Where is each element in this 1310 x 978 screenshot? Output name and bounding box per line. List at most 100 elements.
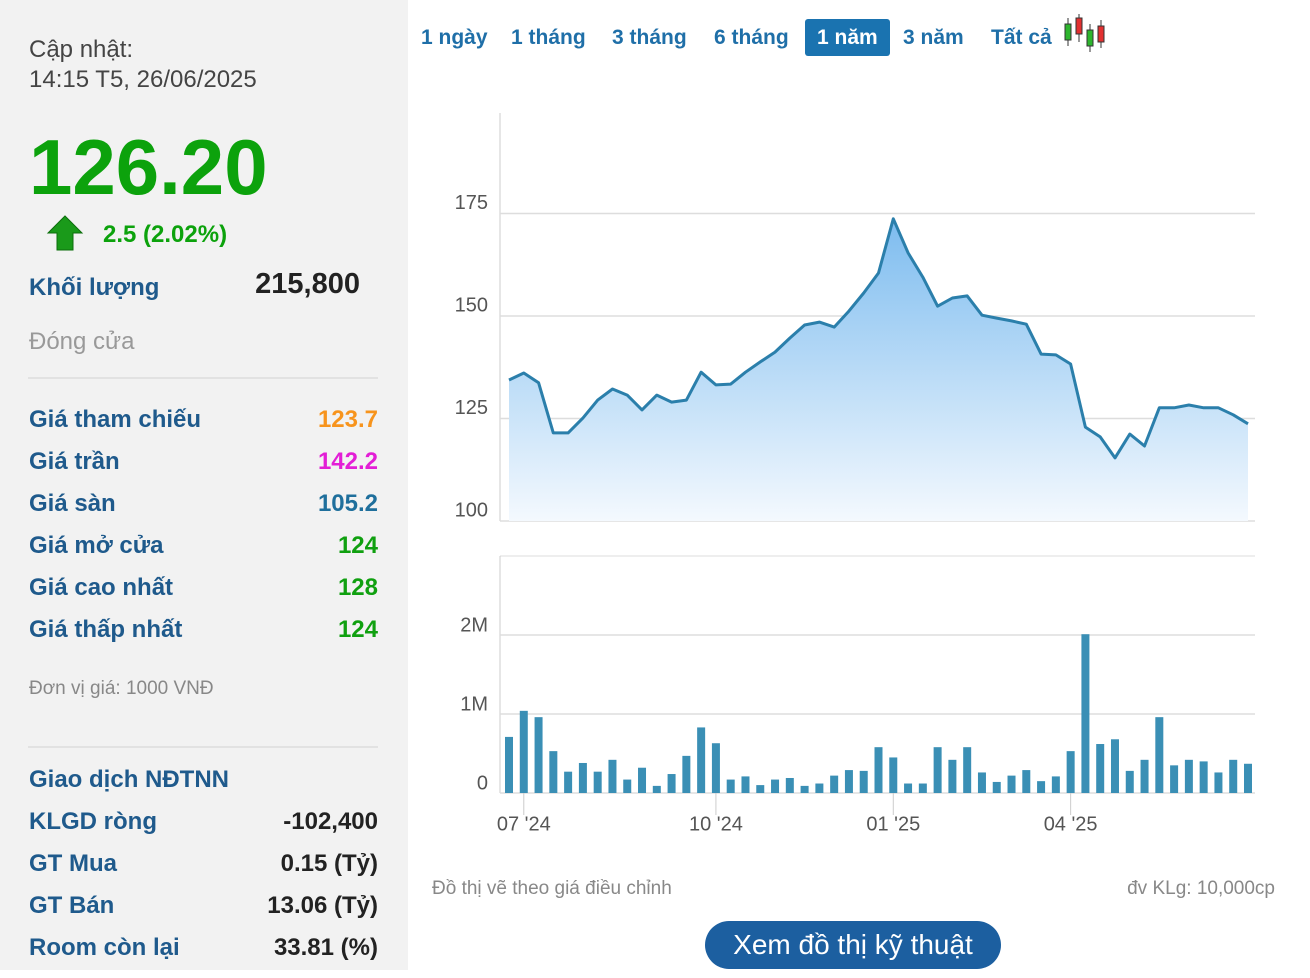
volume-bar [889,757,898,793]
volume-label: Khối lượng [29,274,160,301]
foreign-title: Giao dịch NĐTNN [29,766,230,793]
range-tab[interactable]: 6 tháng [714,26,789,49]
volume-bar [1214,772,1223,793]
update-time: 14:15 T5, 26/06/2025 [29,66,257,93]
volume-bar [578,762,587,793]
volume-bar [977,772,986,793]
volume-bar [1125,770,1134,793]
foreign-label: GT Mua [29,850,117,877]
volume-bar [874,747,883,793]
volume-bar [1244,763,1252,793]
y-tick-label: 150 [455,294,488,316]
y-tick-label: 125 [455,397,488,419]
volume-bar [785,777,794,793]
volume-bar [741,776,750,793]
foreign-value: 33.81 (%) [273,934,378,961]
volume-bar [1051,776,1060,793]
volume-bar [608,759,617,793]
unit-note: Đơn vị giá: 1000 VNĐ [29,678,214,699]
volume-bar [1066,751,1075,793]
status: Đóng cửa [29,328,135,355]
range-tab[interactable]: 1 tháng [511,26,586,49]
volume-bar [800,785,809,793]
volume-bar [756,785,765,793]
x-tick-label: 04 '25 [1044,813,1098,835]
volume-bar [697,727,706,793]
range-tab[interactable]: 1 ngày [421,26,488,49]
update-label: Cập nhật: [29,36,134,63]
volume-bar [948,759,957,793]
volume-bar [904,783,913,793]
price: 126.20 [29,123,268,211]
volume-bar [534,717,543,793]
volume-bar [711,743,720,793]
change: 2.5 (2.02%) [103,221,228,248]
volume-bar [1007,775,1016,793]
volume-bar [726,779,735,793]
volume-bar [1229,759,1238,793]
y-tick-label: 1M [460,693,488,715]
candlestick-icon[interactable] [1062,14,1108,54]
volume-bar [963,747,972,793]
volume-bar [623,779,632,793]
price-value: 124 [337,616,378,643]
price-value: 123.7 [317,406,378,433]
x-tick-label: 10 '24 [689,813,743,835]
up-arrow [46,215,84,251]
volume-bar [1184,759,1193,793]
volume-bar [1170,765,1179,793]
charts: 100 125 150 175 0 1M 2M 07 '24 10 '24 01 '25 04 '2… [455,113,1255,835]
range-tab[interactable]: 3 tháng [612,26,687,49]
price-label: Giá trần [29,448,120,475]
y-tick-label: 2M [460,614,488,636]
price-label: Giá mở cửa [29,532,164,559]
volume-bar [1199,761,1208,793]
volume-bar [564,771,573,793]
volume-bar [1140,759,1149,793]
volume-bar [1081,634,1090,793]
volume-bar [652,785,661,793]
y-tick-label: 100 [455,499,488,521]
volume-bar [1096,744,1105,793]
price-label: Giá tham chiếu [29,406,202,433]
foreign-label: GT Bán [29,892,115,919]
volume-bar [1110,739,1119,793]
volume-bar [505,736,513,793]
volume-bar [667,774,676,793]
technical-chart-button[interactable]: Xem đồ thị kỹ thuật [705,921,1001,969]
volume-bar [1022,770,1031,793]
divider [28,746,378,748]
price-label: Giá sàn [29,490,116,517]
price-value: 142.2 [317,448,378,475]
volume-bar [918,783,927,793]
price-value: 124 [337,532,378,559]
y-tick-label: 0 [477,772,488,794]
volume-bar [519,710,528,793]
x-tick-label: 07 '24 [497,813,551,835]
range-tab[interactable]: 1 năm [805,19,890,56]
volume-bar [771,779,780,793]
foreign-value: -102,400 [283,808,378,835]
volume-bar [1037,781,1046,793]
foreign-label: KLGD ròng [29,808,157,835]
price-line [508,217,1249,460]
footer-note: Đồ thị vẽ theo giá điều chỉnh [432,878,672,899]
volume-bar [859,770,868,793]
volume-bar [815,783,824,793]
range-tab[interactable]: Tất cả [991,26,1052,49]
volume-bar [933,747,942,793]
foreign-value: 0.15 (Tỷ) [280,850,378,877]
sidebar: Cập nhật: 14:15 T5, 26/06/2025 126.20 2.… [0,0,408,970]
range-tab[interactable]: 3 năm [903,26,964,49]
volume-bar [830,775,839,793]
price-value: 105.2 [317,490,378,517]
volume-bar [593,771,602,793]
volume-bar [549,751,558,793]
volume-bar [1155,717,1164,793]
foreign-label: Room còn lại [29,934,180,961]
volume-bar [682,755,691,793]
price-label: Giá thấp nhất [29,616,183,643]
volume: 215,800 [255,268,360,300]
foreign-value: 13.06 (Tỷ) [267,892,378,919]
